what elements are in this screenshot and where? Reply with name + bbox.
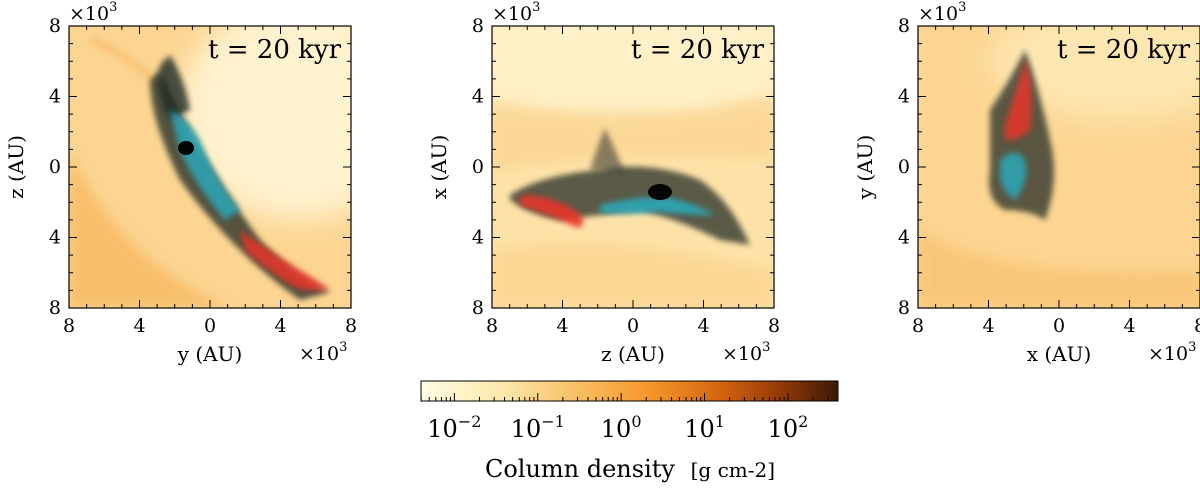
- x-tick-label: 0: [1053, 315, 1065, 337]
- x-multiplier: ×103: [1148, 340, 1196, 365]
- colorbar: 10−2 10−1 100 101 102 Column density [g cm-2…: [420, 380, 839, 483]
- x-tick-label: 4: [1123, 315, 1135, 337]
- y-tick-label: 8: [898, 15, 910, 37]
- x-tick-label: 8: [486, 315, 498, 337]
- x-axis-label: z (AU): [601, 342, 665, 366]
- time-annotation: t = 20 kyr: [631, 35, 765, 65]
- x-tick-label: 0: [204, 315, 216, 337]
- x-tick-label: 8: [912, 315, 924, 337]
- y-tick-label: 8: [49, 15, 61, 37]
- x-tick-label: 0: [627, 315, 639, 337]
- y-tick-label: 4: [898, 227, 910, 249]
- x-tick-label: 8: [768, 315, 780, 337]
- x-tick-label: 4: [697, 315, 709, 337]
- y-tick-label: 8: [472, 15, 484, 37]
- x-axis-label: y (AU): [177, 342, 243, 366]
- density-map-middle: [492, 26, 774, 308]
- colorbar-gradient: [420, 380, 839, 402]
- y-multiplier: ×103: [918, 0, 966, 25]
- y-tick-label: 8: [898, 297, 910, 319]
- y-tick-label: 8: [472, 297, 484, 319]
- x-tick-label: 8: [63, 315, 75, 337]
- y-tick-label: 0: [898, 156, 910, 178]
- colorbar-tick-label: 102: [768, 412, 809, 443]
- y-multiplier: ×103: [69, 0, 117, 25]
- x-tick-label: 8: [345, 315, 357, 337]
- y-axis-label: x (AU): [427, 135, 451, 200]
- x-multiplier: ×103: [722, 340, 770, 365]
- y-tick-label: 4: [898, 86, 910, 108]
- y-axis-label: y (AU): [853, 135, 877, 201]
- x-multiplier: ×103: [299, 340, 347, 365]
- y-multiplier: ×103: [492, 0, 540, 25]
- y-tick-label: 4: [49, 227, 61, 249]
- density-map-left: [69, 26, 351, 308]
- x-tick-label: 4: [274, 315, 286, 337]
- y-tick-label: 0: [49, 156, 61, 178]
- x-tick-label: 4: [133, 315, 145, 337]
- time-annotation: t = 20 kyr: [208, 35, 342, 65]
- colorbar-tick-label: 100: [601, 412, 642, 443]
- density-map-right: [918, 26, 1200, 308]
- colorbar-label: Column density [g cm-2]: [485, 455, 775, 483]
- colorbar-tick-label: 10−1: [511, 412, 565, 443]
- x-axis-label: x (AU): [1027, 342, 1092, 366]
- y-tick-label: 4: [472, 86, 484, 108]
- y-tick-label: 4: [49, 86, 61, 108]
- x-tick-label: 4: [982, 315, 994, 337]
- y-axis-label: z (AU): [4, 135, 28, 199]
- y-tick-label: 8: [49, 297, 61, 319]
- time-annotation: t = 20 kyr: [1057, 35, 1191, 65]
- x-tick-label: 4: [556, 315, 568, 337]
- y-tick-label: 0: [472, 156, 484, 178]
- x-tick-label: 8: [1194, 315, 1200, 337]
- y-tick-label: 4: [472, 227, 484, 249]
- colorbar-tick-label: 10−2: [427, 412, 481, 443]
- colorbar-tick-label: 101: [684, 412, 725, 443]
